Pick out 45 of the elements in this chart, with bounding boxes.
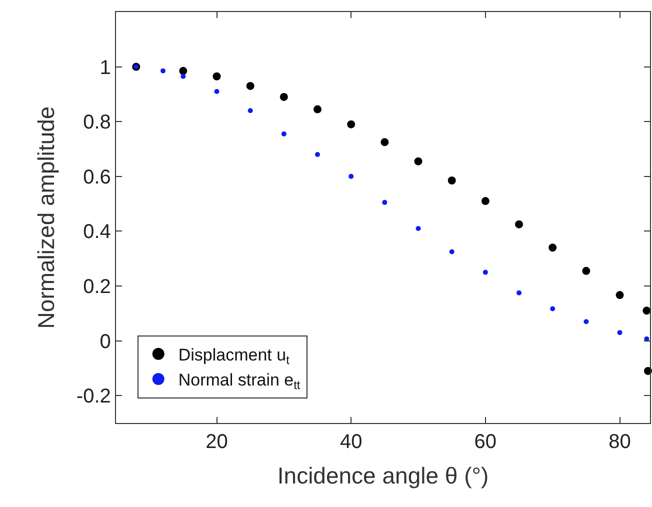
point <box>315 152 320 157</box>
point <box>347 120 356 128</box>
x-tick-label: 20 <box>206 431 228 454</box>
y-tick-label: 0.8 <box>83 112 111 134</box>
y-tick-label: 0 <box>100 330 111 353</box>
point <box>214 88 220 94</box>
point <box>416 226 421 231</box>
point <box>382 200 388 205</box>
point <box>550 306 556 312</box>
y-tick-label: 0.4 <box>83 221 111 244</box>
point <box>281 131 286 136</box>
point <box>212 72 221 80</box>
point <box>642 306 651 315</box>
point <box>448 176 456 185</box>
x-tick-label: 40 <box>340 431 362 454</box>
point <box>582 266 590 275</box>
point <box>515 220 524 228</box>
point <box>380 138 389 146</box>
point <box>248 108 253 114</box>
point <box>179 66 188 75</box>
point <box>617 330 622 336</box>
x-tick-label: 80 <box>608 431 631 454</box>
point <box>516 290 522 296</box>
y-tick-label: 1 <box>100 56 111 79</box>
point <box>584 319 589 324</box>
point <box>481 197 490 206</box>
y-tick-label: 0.2 <box>83 276 111 298</box>
y-axis-title: Normalized amplitude <box>32 106 59 329</box>
legend-label: Displacment u$_{t}$ <box>178 346 290 368</box>
x-tick-label: 60 <box>474 431 497 454</box>
point <box>348 174 354 179</box>
point <box>314 105 322 114</box>
point <box>160 68 166 74</box>
point <box>482 270 488 275</box>
point <box>616 291 624 300</box>
point <box>180 74 186 79</box>
legend-label: Normal strain e$_{tt}$ <box>178 370 301 392</box>
point <box>246 82 254 90</box>
y-tick-label: 0.6 <box>83 166 111 188</box>
y-tick-label: -0.2 <box>76 386 111 408</box>
point <box>414 157 422 166</box>
point <box>449 249 454 254</box>
point <box>548 244 557 252</box>
x-axis-title: Incidence angle θ (°) <box>277 462 489 489</box>
point <box>280 92 288 101</box>
